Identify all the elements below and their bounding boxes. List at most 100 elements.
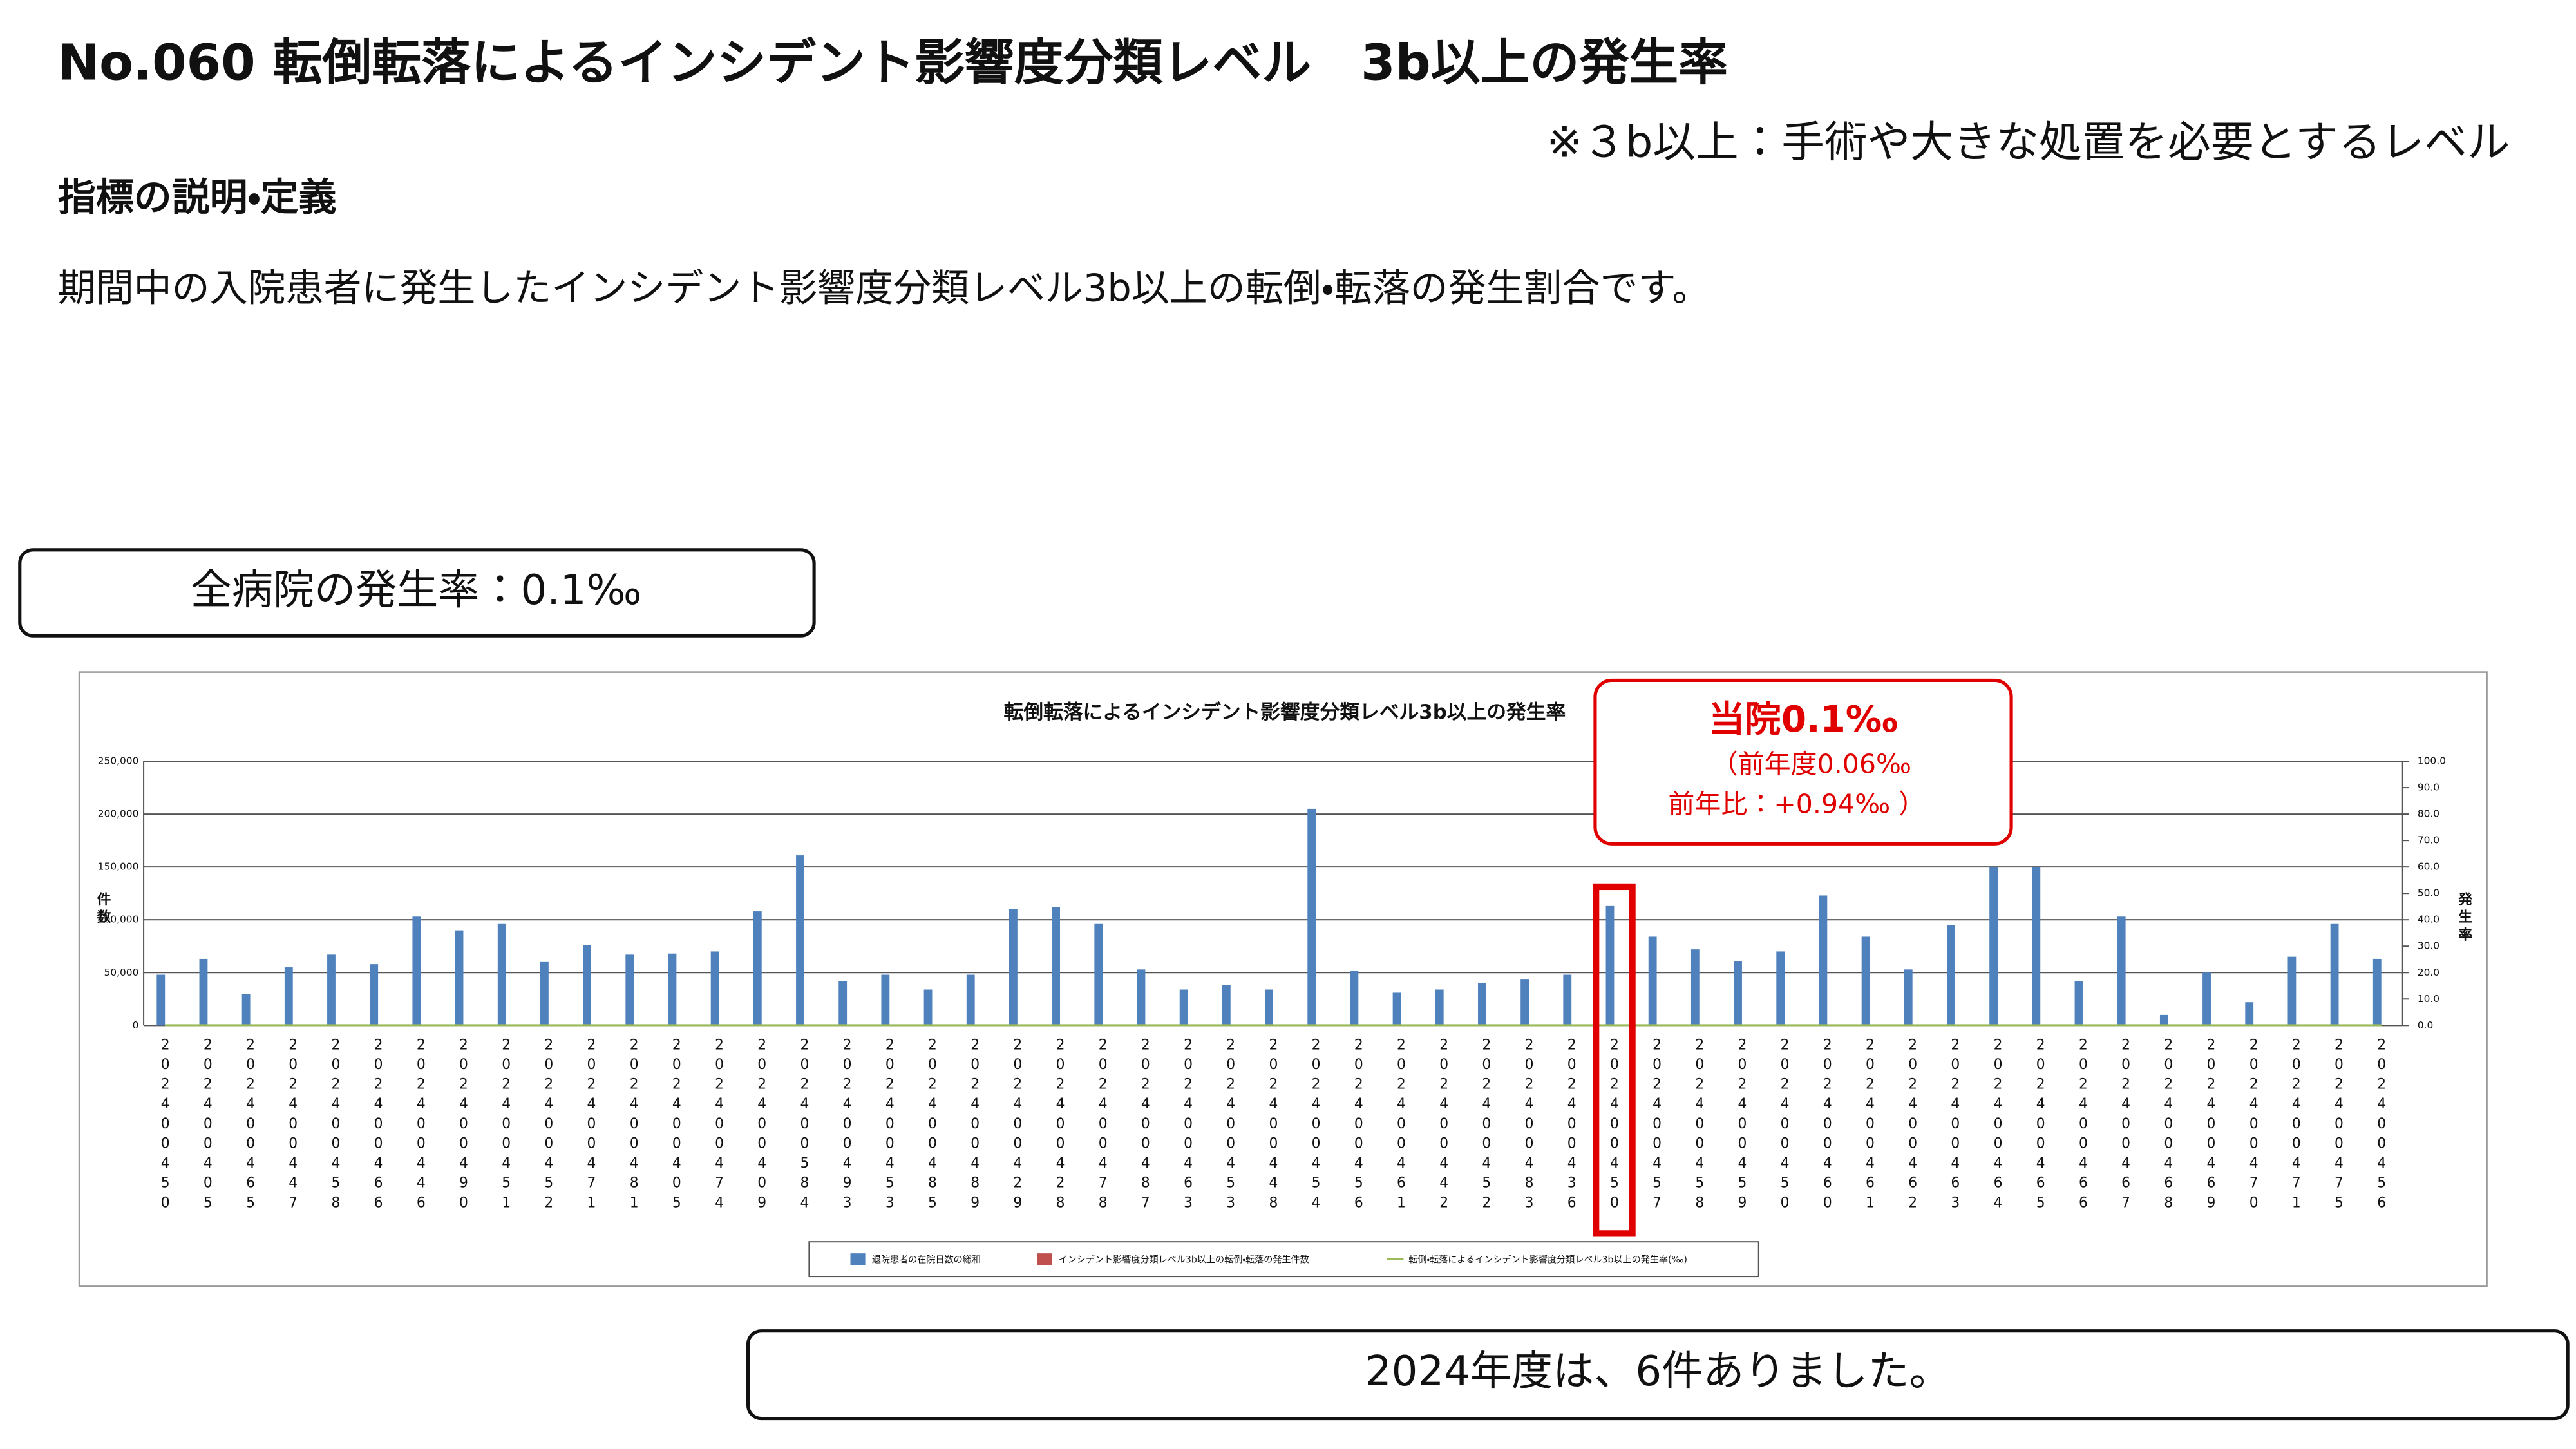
bar: [753, 911, 762, 1026]
x-tick-label: 202400429: [1010, 1037, 1026, 1215]
y2-tick-label: 40.0: [2418, 914, 2439, 925]
x-tick-label: 202400457: [1649, 1037, 1665, 1215]
bar: [1222, 985, 1231, 1026]
x-tick-label: 202400448: [1265, 1037, 1282, 1215]
summary-text: 2024年度は、6件ありました。: [1365, 1348, 1951, 1396]
annotation-headline: 当院0.1‰: [1709, 699, 1898, 741]
bar: [966, 974, 975, 1026]
bar: [1307, 808, 1316, 1026]
bar: [1009, 909, 1018, 1026]
bar: [156, 974, 166, 1026]
page-title: No.060 転倒転落によるインシデント影響度分類レベル 3b以上の発生率: [58, 35, 1728, 92]
bar: [1734, 961, 1742, 1026]
legend-label: インシデント影響度分類レベル3b以上の転倒・転落の発生件数: [1059, 1254, 1309, 1265]
x-tick-label: 202400469: [2203, 1037, 2219, 1215]
y-tick-label: 100,000: [98, 914, 139, 925]
x-tick-label: 202400458: [1692, 1037, 1708, 1215]
bar: [1861, 936, 1870, 1026]
bar: [1435, 989, 1444, 1026]
overall-box: [18, 548, 816, 638]
x-tick-label: 202400461: [1393, 1037, 1409, 1215]
bar: [412, 916, 421, 1026]
y-tick-label: 0: [133, 1019, 139, 1031]
x-tick-label: 202400456: [1350, 1037, 1367, 1215]
x-tick-label: 202400456: [2374, 1037, 2390, 1215]
y2-tick-label: 60.0: [2418, 861, 2439, 873]
legend-frame: [808, 1241, 1759, 1278]
x-tick-label: 202400450: [157, 1037, 173, 1215]
legend-label: 転倒・転落によるインシデント影響度分類レベル3b以上の発生率(‰): [1408, 1254, 1687, 1265]
bar: [327, 954, 336, 1026]
x-tick-label: 202400452: [541, 1037, 557, 1215]
x-tick-label: 202400493: [839, 1037, 855, 1215]
x-tick-label: 202400471: [2288, 1037, 2304, 1215]
x-tick-label: 202400460: [1819, 1037, 1835, 1215]
y-tick-label: 50,000: [104, 967, 139, 978]
x-tick-label: 202400454: [1308, 1037, 1324, 1215]
bar: [1137, 969, 1146, 1026]
bar: [1776, 951, 1785, 1026]
y2-tick-label: 70.0: [2418, 835, 2439, 846]
bar: [796, 855, 804, 1026]
annotation-line: （前年度0.06‰: [1712, 749, 1911, 780]
y2-tick-label: 50.0: [2418, 887, 2439, 899]
bar: [370, 964, 379, 1026]
bar: [1350, 970, 1359, 1026]
summary-box: [746, 1329, 2570, 1421]
section-heading: 指標の説明・定義: [58, 175, 337, 219]
x-tick-label: 202400463: [1947, 1037, 1964, 1215]
x-tick-label: 202400489: [967, 1037, 983, 1215]
x-tick-label: 202400468: [2161, 1037, 2177, 1215]
bar: [1605, 905, 1615, 1026]
bar: [1989, 867, 1998, 1026]
bar: [2032, 867, 2041, 1026]
x-tick-label: 202400485: [924, 1037, 940, 1215]
x-tick-label: 202400474: [712, 1037, 728, 1215]
y2-tick-label: 100.0: [2418, 755, 2446, 767]
bar: [1563, 974, 1572, 1026]
legend-label: 退院患者の在院日数の総和: [872, 1255, 981, 1265]
x-tick-label: 202400471: [583, 1037, 600, 1215]
x-tick-label: 202400475: [2331, 1037, 2347, 1215]
bar: [1478, 983, 1486, 1026]
x-tick-label: 202400453: [1223, 1037, 1239, 1215]
x-tick-label: 202400442: [1436, 1037, 1452, 1215]
bar: [1648, 936, 1657, 1026]
x-tick-label: 202400405: [668, 1037, 685, 1215]
plot: 0 50,000 100,000 150,000 200,000 250,000 0.0 10…: [98, 755, 2446, 1278]
y-tick-label: 150,000: [98, 861, 139, 873]
bar: [1265, 989, 1273, 1026]
legend-swatch: [1037, 1253, 1052, 1265]
chart-title: 転倒転落によるインシデント影響度分類レベル3b以上の発生率: [1003, 701, 1566, 724]
bar: [2372, 958, 2382, 1026]
bar: [1904, 969, 1913, 1026]
bar: [540, 961, 549, 1026]
x-tick-label: 202400481: [626, 1037, 642, 1215]
bar: [2287, 956, 2297, 1026]
x-tick-label: 202400465: [2032, 1037, 2049, 1215]
bar: [455, 930, 464, 1026]
x-tick-label: 202400487: [1137, 1037, 1153, 1215]
x-tick-label: 202400436: [1564, 1037, 1580, 1215]
x-tick-label: 202400450: [1606, 1037, 1622, 1215]
x-tick-label: 202400446: [413, 1037, 429, 1215]
y-axis-label: 件数: [95, 892, 111, 927]
bar: [2330, 923, 2339, 1026]
bar: [199, 958, 208, 1026]
bar: [2245, 1002, 2254, 1026]
y2-tick-label: 90.0: [2418, 782, 2439, 793]
x-tick-label: 202400478: [1095, 1037, 1111, 1215]
y2-axis-label: 発生率: [2456, 892, 2473, 945]
description: 期間中の入院患者に発生したインシデント影響度分類レベル3b以上の転倒・転落の発生…: [58, 265, 1710, 310]
bar: [1947, 925, 1955, 1026]
y-tick-label: 250,000: [98, 755, 139, 767]
note: ※３b以上：手術や大きな処置を必要とするレベル: [1546, 117, 2510, 167]
bar: [1819, 895, 1828, 1026]
bar: [710, 951, 719, 1026]
legend-swatch: [850, 1253, 866, 1265]
bar: [284, 967, 293, 1026]
y-tick-label: 200,000: [98, 808, 139, 820]
x-tick-label: 202400453: [882, 1037, 898, 1215]
